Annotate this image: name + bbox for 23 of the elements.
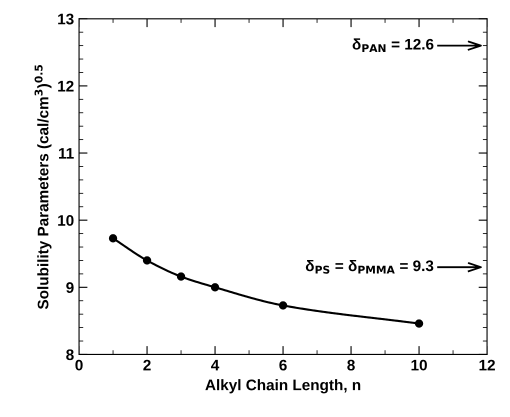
ref-line-label: δ$_{PS}$ = δ$_{PMMA}$ = 9.3 — [306, 260, 434, 274]
y-tick-label: 8 — [66, 349, 74, 360]
x-tick-label: 2 — [143, 360, 151, 370]
point — [176, 272, 186, 281]
x-axis-title: Alkyl Chain Length, n — [205, 379, 360, 394]
point — [278, 301, 288, 310]
y-tick-label: 9 — [66, 282, 74, 293]
y-tick-label: 10 — [58, 215, 74, 226]
point — [210, 283, 220, 292]
y-tick-label: 11 — [59, 148, 74, 159]
point — [414, 319, 424, 328]
x-tick-label: 0 — [75, 360, 83, 371]
x-tick-label: 8 — [347, 360, 355, 371]
y-axis-title: Solubility Parameters (cal/cm$^{3}$)$^{0.5}$ — [34, 64, 52, 310]
x-tick-label: 12 — [480, 360, 495, 370]
ref-line-label: δ$_{PAN}$ = 12.6 — [352, 38, 434, 52]
x-tick-label: 6 — [279, 360, 287, 371]
point — [142, 256, 152, 265]
x-tick-label: 10 — [412, 360, 427, 371]
point — [108, 234, 118, 242]
y-tick-label: 12 — [58, 80, 74, 92]
x-tick-label: 4 — [211, 360, 220, 370]
y-tick-label: 13 — [58, 14, 74, 24]
